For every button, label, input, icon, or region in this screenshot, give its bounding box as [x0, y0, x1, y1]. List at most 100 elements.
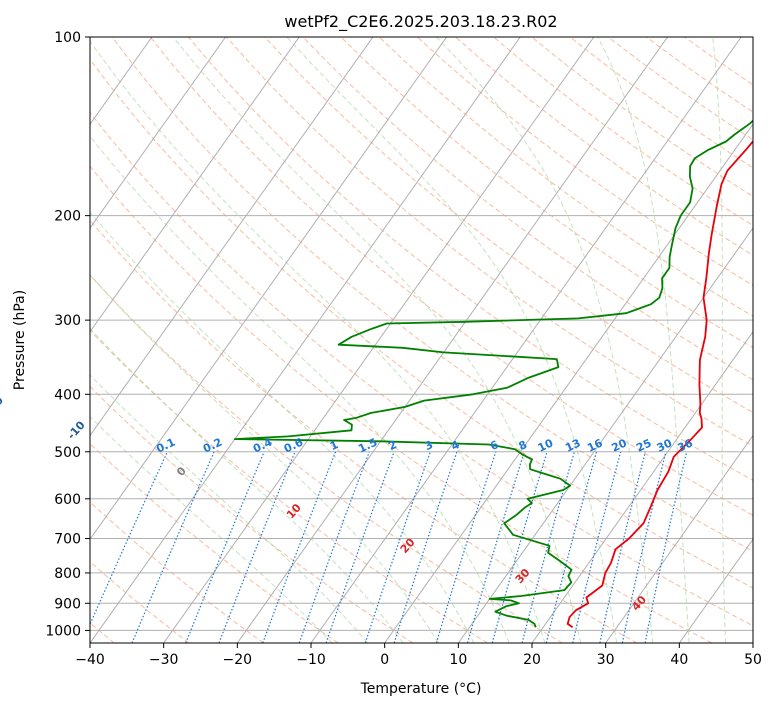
isotherm-line: [90, 37, 374, 437]
moist-adiabat-line: [172, 37, 582, 643]
dry-adiabat-line: [90, 443, 339, 643]
dry-adiabat-line: [90, 219, 638, 643]
dry-adiabat-line: [684, 37, 753, 86]
dry-adiabat-line: [149, 37, 753, 516]
temperature-profile-line: [566, 139, 753, 629]
y-tick-label: 800: [54, 566, 81, 582]
isotherm-line: [457, 227, 753, 643]
y-tick-label: 600: [54, 492, 81, 508]
isotherm-line: [384, 123, 753, 643]
isotherm-line: [90, 37, 300, 333]
y-tick-label: 200: [54, 209, 81, 225]
moist-adiabat-line: [90, 415, 333, 643]
y-tick-label: 300: [54, 313, 81, 329]
dry-adiabat-label: 10: [284, 501, 304, 521]
dry-adiabat-label: 30: [513, 566, 533, 586]
mixing-ratio-label: 30: [655, 436, 675, 454]
y-tick-label: 100: [54, 30, 81, 46]
dry-adiabat-line: [90, 58, 753, 589]
isotherm-line: [163, 37, 595, 643]
mixing-ratio-label: 36: [676, 436, 696, 454]
mixing-ratio-line: [435, 451, 497, 643]
y-tick-label: 900: [54, 596, 81, 612]
series-layer: [233, 119, 753, 629]
line-labels-layer: 0.10.20.40.611.52346810131620253036-100-…: [0, 394, 696, 614]
moist-adiabat-line: [90, 274, 439, 643]
dry-adiabat-line: [493, 37, 753, 227]
isotherm-line: [605, 434, 753, 643]
y-tick-label: 400: [54, 387, 81, 403]
moist-adiabat-line: [712, 37, 726, 643]
grid-layer: [0, 37, 753, 643]
mixing-ratio-line: [599, 451, 646, 643]
mixing-ratio-line: [572, 451, 622, 643]
moist-adiabat-line: [286, 37, 618, 643]
isotherm-line: [90, 37, 448, 541]
plot-frame: [89, 36, 754, 644]
dry-adiabat-line: [264, 37, 753, 414]
dewpoint-profile-line: [233, 119, 753, 628]
mixing-ratio-label: 10: [536, 436, 556, 454]
mixing-ratio-label: 2: [386, 438, 398, 453]
x-tick-label: −30: [149, 652, 179, 668]
mixing-ratio-line: [466, 451, 525, 643]
isotherm-line: [236, 37, 669, 643]
dry-adiabat-line: [90, 329, 488, 643]
chart-title: wetPf2_C2E6.2025.203.18.23.R02: [284, 12, 557, 32]
isotherm-line: [752, 642, 753, 643]
isotherm-line: [0, 37, 5, 643]
mixing-ratio-line: [325, 451, 395, 643]
mixing-ratio-line: [90, 451, 168, 626]
moist-adiabat-line: [90, 211, 475, 643]
x-tick-label: 30: [597, 652, 615, 668]
mixing-ratio-line: [218, 451, 296, 643]
x-tick-label: −40: [75, 652, 105, 668]
x-tick-label: 50: [744, 652, 762, 668]
dry-adiabat-line: [90, 501, 264, 643]
mixing-ratio-label: 20: [610, 436, 630, 454]
dry-adiabat-line: [416, 37, 753, 287]
dry-adiabat-line: [531, 37, 753, 198]
mixing-ratio-label: 16: [585, 436, 605, 454]
mixing-ratio-label: 3: [423, 438, 435, 453]
y-tick-label: 700: [54, 532, 81, 548]
dry-adiabat-line: [90, 561, 190, 643]
dry-adiabat-line: [302, 37, 753, 381]
x-axis-label: Temperature (°C): [360, 681, 482, 697]
dry-adiabat-label: 40: [629, 593, 649, 613]
y-axis: 100 200 300 400 500 600 700 800 900 1000: [45, 30, 90, 639]
moist-adiabat-line: [90, 327, 404, 643]
x-tick-label: 0: [380, 652, 389, 668]
y-tick-label: 1000: [45, 623, 81, 639]
moist-adiabat-line: [90, 40, 546, 643]
isotherm-line: [531, 330, 753, 643]
mixing-ratio-line: [491, 451, 548, 643]
x-tick-label: −10: [296, 652, 326, 668]
y-tick-label: 500: [54, 445, 81, 461]
dry-adiabat-label: -20: [0, 394, 6, 418]
mixing-ratio-label: 25: [634, 437, 653, 455]
mixing-ratio-line: [364, 451, 431, 643]
mixing-ratio-line: [521, 451, 575, 643]
isotherm-line: [678, 538, 753, 643]
x-tick-label: −20: [223, 652, 253, 668]
x-tick-label: 10: [449, 652, 467, 668]
dry-adiabat-line: [646, 37, 753, 113]
mixing-ratio-line: [185, 451, 265, 643]
y-axis-label: Pressure (hPa): [12, 290, 28, 390]
moist-adiabat-line: [436, 37, 654, 643]
mixing-ratio-line: [131, 451, 215, 643]
moist-adiabat-line: [597, 37, 690, 643]
mixing-ratio-line: [393, 451, 458, 643]
mixing-ratio-label: 0.6: [282, 435, 305, 455]
isotherm-line: [90, 37, 521, 643]
moist-adiabat-line: [90, 374, 368, 643]
moist-adiabat-line: [90, 135, 510, 643]
mixing-ratio-label: 13: [563, 437, 582, 455]
mixing-ratio-label: 1.5: [356, 436, 379, 456]
mixing-ratio-line: [262, 451, 337, 643]
dry-adiabat-line: [90, 385, 414, 643]
isotherm-line: [90, 37, 227, 229]
isotherm-line: [310, 37, 742, 643]
